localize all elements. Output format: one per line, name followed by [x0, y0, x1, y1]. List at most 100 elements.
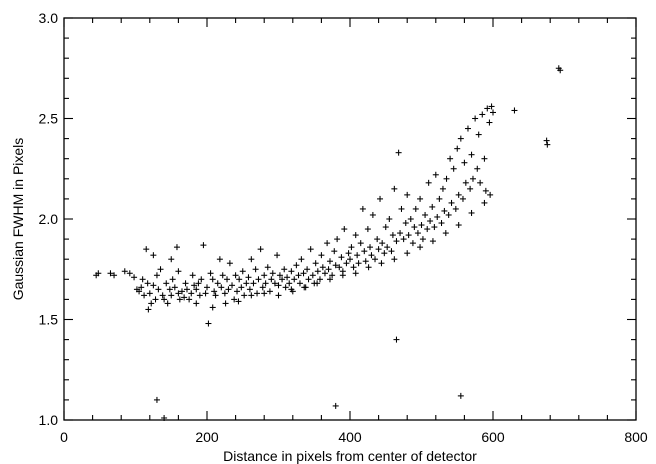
data-point [434, 213, 441, 220]
data-point [417, 195, 424, 202]
data-point [121, 268, 128, 275]
x-tick-label: 200 [195, 429, 219, 445]
data-point [326, 258, 333, 265]
data-point [543, 137, 550, 144]
data-point [188, 290, 195, 297]
data-point [248, 292, 255, 299]
data-point [382, 224, 389, 231]
data-point [464, 125, 471, 132]
data-point [198, 276, 205, 283]
data-point [95, 270, 102, 277]
data-point [450, 165, 457, 172]
data-point [193, 286, 200, 293]
data-point [490, 109, 496, 116]
data-point [182, 280, 189, 287]
data-point [205, 320, 212, 327]
data-point [405, 232, 412, 239]
y-tick-label: 3.0 [39, 10, 59, 26]
data-point [418, 222, 425, 229]
data-point [305, 276, 312, 283]
data-point [365, 264, 372, 271]
data-point [178, 288, 185, 295]
data-point [279, 276, 286, 283]
data-point [381, 250, 388, 257]
data-point [475, 131, 482, 138]
data-point [200, 242, 207, 249]
data-point [417, 244, 424, 251]
data-point [161, 296, 168, 303]
data-point [235, 298, 242, 305]
data-point [143, 246, 150, 253]
data-point [352, 270, 359, 277]
data-point [301, 284, 308, 291]
data-point [325, 266, 332, 273]
data-point [269, 270, 276, 277]
data-point [343, 260, 350, 267]
data-point [487, 191, 494, 198]
data-point [245, 274, 252, 281]
data-point [175, 290, 182, 297]
data-point [248, 256, 255, 263]
data-point [375, 246, 382, 253]
data-point [445, 211, 452, 218]
y-tick-label: 2.5 [39, 111, 59, 127]
data-point [169, 276, 176, 283]
data-point [193, 300, 200, 307]
data-point [164, 300, 171, 307]
data-point [457, 392, 464, 399]
data-point [204, 284, 210, 291]
data-point [262, 280, 269, 287]
data-point [319, 264, 326, 271]
data-point [412, 205, 419, 212]
data-point [404, 250, 411, 257]
data-point [183, 286, 190, 293]
data-point [255, 276, 262, 283]
data-point [145, 306, 152, 313]
data-point [161, 414, 168, 421]
data-point [472, 115, 479, 122]
data-point [378, 260, 385, 267]
data-point [163, 280, 170, 287]
data-point [347, 256, 353, 263]
y-tick-label: 2.0 [39, 211, 59, 227]
data-point [332, 262, 339, 269]
data-point [221, 290, 228, 297]
data-point [126, 270, 133, 277]
data-point [219, 272, 226, 279]
data-point [148, 300, 155, 307]
data-point [171, 284, 178, 291]
data-point [345, 250, 352, 257]
data-point [155, 286, 162, 293]
data-point [304, 266, 311, 273]
data-point [339, 272, 346, 279]
data-point [486, 119, 493, 126]
data-point [314, 268, 321, 275]
data-point [422, 211, 429, 218]
data-point [477, 179, 484, 186]
data-point [295, 272, 302, 279]
data-point [481, 199, 488, 206]
data-point [196, 292, 203, 299]
data-point [448, 199, 455, 206]
data-point [207, 270, 214, 277]
data-point [352, 232, 359, 239]
data-point [369, 211, 376, 218]
data-point [250, 280, 257, 287]
data-point [332, 402, 339, 409]
data-point [271, 280, 278, 287]
x-axis-label: Distance in pixels from center of detect… [223, 448, 477, 464]
data-point [431, 224, 438, 231]
data-point [447, 155, 454, 162]
data-point [338, 254, 345, 261]
data-point [326, 276, 333, 283]
y-axis-label: Gaussian FWHM in Pixels [10, 138, 26, 301]
data-point [216, 256, 223, 263]
y-tick-label: 1.0 [39, 412, 59, 428]
data-point [424, 226, 431, 233]
data-point [439, 185, 446, 192]
data-point [276, 272, 283, 279]
data-point [234, 288, 241, 295]
data-point [452, 205, 459, 212]
data-point [469, 175, 476, 182]
